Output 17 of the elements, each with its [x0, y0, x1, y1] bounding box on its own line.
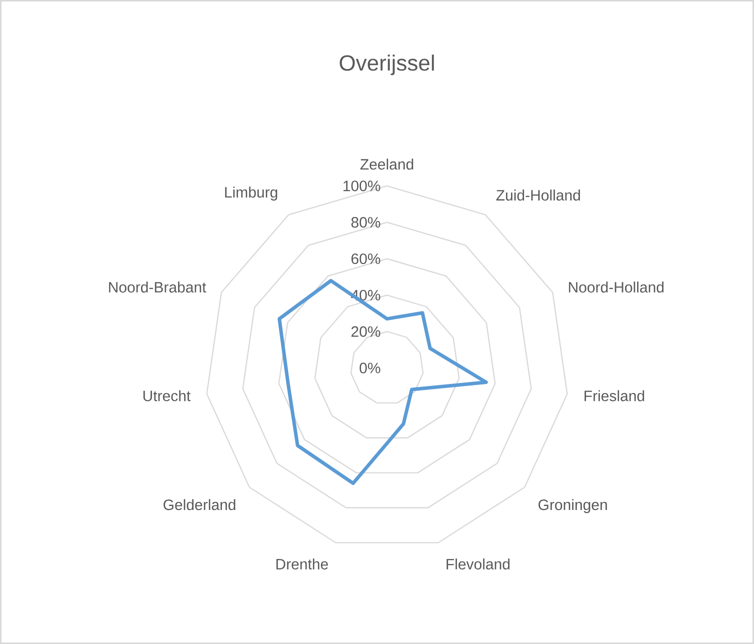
spoke-label: Limburg — [225, 186, 278, 201]
spoke-label: Utrecht — [143, 390, 191, 402]
spoke-label: Drenthe — [276, 558, 328, 570]
spoke-label: Flevoland — [446, 558, 510, 570]
y-tick-label: 0% — [360, 362, 380, 374]
y-tick-label: 20% — [351, 326, 380, 337]
spoke-label: Friesland — [584, 390, 644, 402]
spoke-label: Zuid-Holland — [496, 190, 580, 201]
y-tick-label: 100% — [344, 180, 380, 192]
spoke-label: Zeeland — [360, 158, 414, 170]
y-tick-label: 60% — [351, 253, 380, 264]
spoke-label: Noord-Brabant — [109, 282, 206, 293]
spoke-label: Noord-Holland — [568, 282, 664, 293]
spoke-label: Gelderland — [164, 499, 236, 510]
chart-title: Overijssel — [340, 54, 434, 76]
y-tick-label: 80% — [351, 217, 380, 228]
spoke-label: Groningen — [538, 499, 607, 514]
